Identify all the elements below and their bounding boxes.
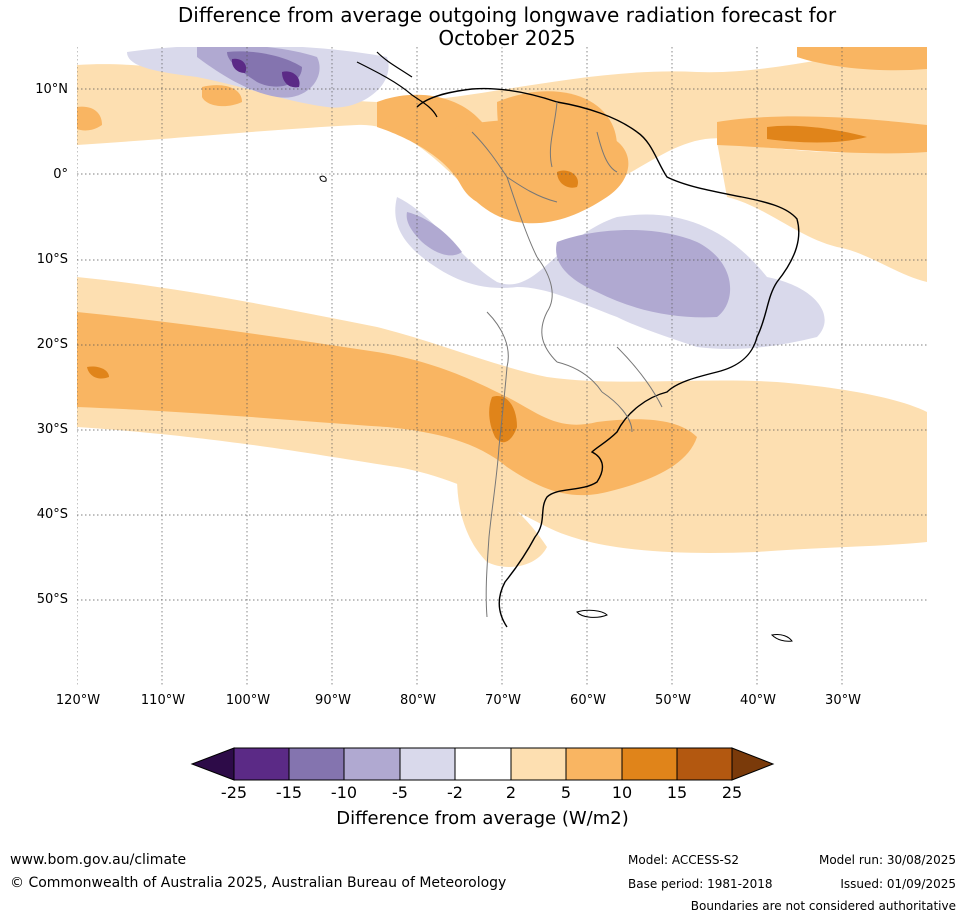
colorbar-tick-9: 15 xyxy=(666,783,688,802)
colorbar-bin-9 xyxy=(676,747,733,781)
lon-label-80w: 80°W xyxy=(400,693,436,708)
lon-label-110w: 110°W xyxy=(140,693,186,708)
colorbar-bin-7 xyxy=(565,747,623,781)
lon-label-50w: 50°W xyxy=(655,693,691,708)
colorbar-bin-2 xyxy=(288,747,345,781)
map-panel xyxy=(77,47,927,685)
colorbar-extend-low xyxy=(190,747,235,781)
anomaly-patch-north-6 xyxy=(202,85,242,107)
lat-label-50s: 50°S xyxy=(36,592,68,607)
colorbar-tick-3: -10 xyxy=(330,783,358,802)
footer-disclaimer: Boundaries are not considered authoritat… xyxy=(690,899,956,913)
falkland-islands xyxy=(576,609,608,618)
colorbar xyxy=(190,747,775,781)
colorbar-tick-4: -5 xyxy=(392,783,408,802)
colorbar-tick-6: 2 xyxy=(505,783,517,802)
south-georgia xyxy=(770,634,793,642)
footer-copyright: © Commonwealth of Australia 2025, Austra… xyxy=(10,875,507,891)
anomaly-patch-north-7 xyxy=(77,106,102,131)
map-title: Difference from average outgoing longwav… xyxy=(78,4,936,50)
colorbar-bin-5 xyxy=(454,747,512,781)
anomaly-patch-amazon-2 xyxy=(557,170,578,188)
country-borders xyxy=(471,101,663,618)
galapagos xyxy=(319,175,327,182)
colorbar-tick-2: -15 xyxy=(275,783,303,802)
lat-label-10s: 10°S xyxy=(36,252,68,267)
colorbar-tick-7: 5 xyxy=(560,783,572,802)
central-america-coastline xyxy=(356,51,438,118)
footer-base-period: Base period: 1981-2018 xyxy=(628,877,773,891)
lon-label-120w: 120°W xyxy=(55,693,101,708)
lon-label-60w: 60°W xyxy=(570,693,606,708)
map-svg xyxy=(77,47,927,685)
colorbar-extend-high xyxy=(731,747,775,781)
anomaly-patch-amazon xyxy=(449,120,629,224)
colorbar-label: Difference from average (W/m2) xyxy=(336,808,629,829)
colorbar-bin-4 xyxy=(399,747,456,781)
footer-model-run: Model run: 30/08/2025 xyxy=(818,853,956,867)
lon-label-100w: 100°W xyxy=(225,693,271,708)
colorbar-bin-3 xyxy=(343,747,401,781)
colorbar-tick-8: 10 xyxy=(611,783,633,802)
lat-label-30s: 30°S xyxy=(36,422,68,437)
lon-label-40w: 40°W xyxy=(740,693,776,708)
anomaly-band-south-orange xyxy=(77,312,697,496)
lon-label-90w: 90°W xyxy=(315,693,351,708)
anomaly-patch-south-1 xyxy=(87,366,109,379)
colorbar-tick-5: -2 xyxy=(447,783,463,802)
colorbar-bin-6 xyxy=(510,747,567,781)
lat-label-0: 0° xyxy=(53,167,68,182)
anomaly-band-north-east xyxy=(717,142,927,282)
lat-label-10n: 10°N xyxy=(35,82,68,97)
lat-label-20s: 20°S xyxy=(36,337,68,352)
anomaly-patch-north-4 xyxy=(767,125,867,143)
lat-label-40s: 40°S xyxy=(36,507,68,522)
anomaly-patch-purple-andes xyxy=(406,212,462,256)
south-america-coastline xyxy=(416,87,800,628)
anomaly-patch-purple-north-4 xyxy=(282,71,300,88)
anomaly-patch-purple-north-5 xyxy=(231,58,247,73)
footer-model: Model: ACCESS-S2 xyxy=(628,853,740,867)
colorbar-bin-8 xyxy=(621,747,678,781)
lon-label-70w: 70°W xyxy=(485,693,521,708)
colorbar-tick-10: 25 xyxy=(721,783,743,802)
footer-website: www.bom.gov.au/climate xyxy=(10,852,187,868)
colorbar-tick-1: -25 xyxy=(220,783,248,802)
anomaly-band-south-tail xyxy=(457,477,547,567)
title-line-1: Difference from average outgoing longwav… xyxy=(177,3,837,27)
anomaly-patch-south-2 xyxy=(489,396,517,443)
lon-label-30w: 30°W xyxy=(825,693,861,708)
colorbar-bin-1 xyxy=(233,747,290,781)
anomaly-patch-north-5 xyxy=(797,47,927,71)
footer-issued: Issued: 01/09/2025 xyxy=(840,877,956,891)
title-line-2: October 2025 xyxy=(438,26,576,50)
anomaly-patch-purple-tropics-2 xyxy=(556,229,731,318)
